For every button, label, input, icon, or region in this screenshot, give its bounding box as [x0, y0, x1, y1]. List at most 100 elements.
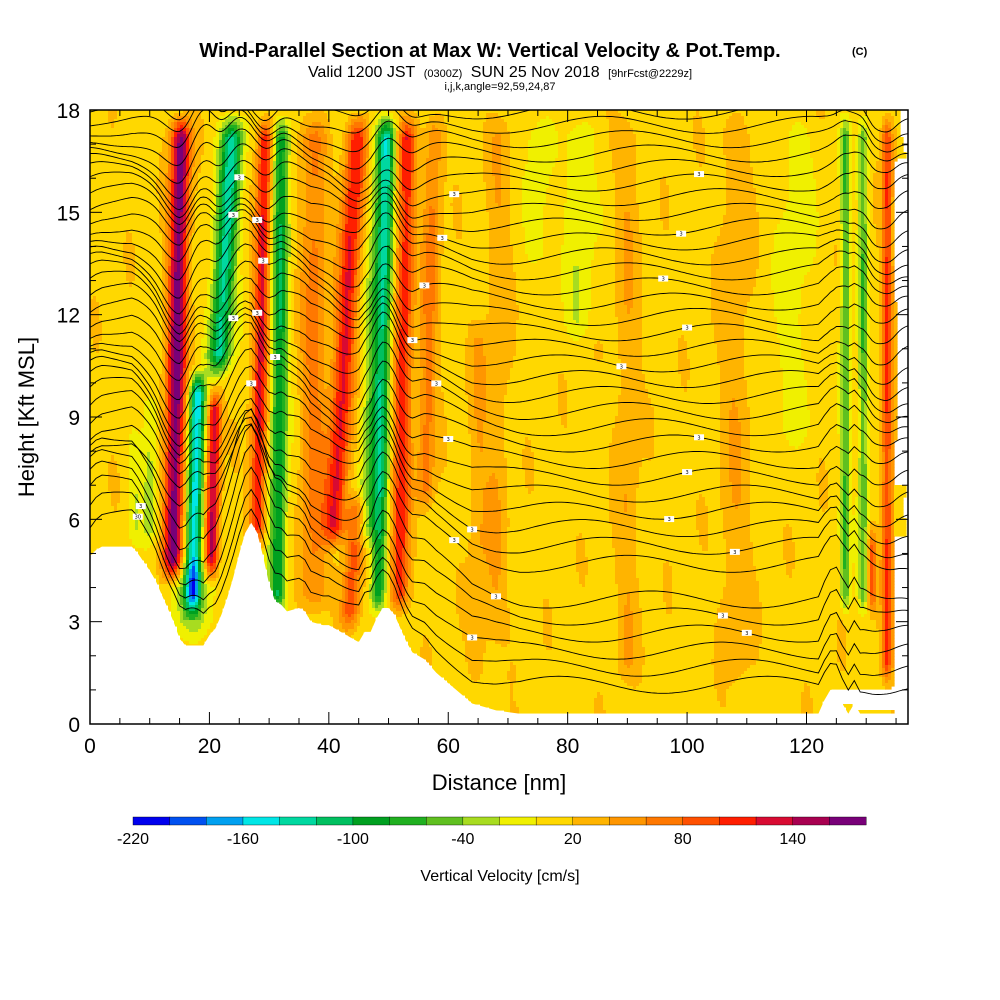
- isentrope-label: 3: [453, 192, 456, 198]
- isentrope-label: 3: [441, 236, 444, 242]
- isentrope-label: 3: [471, 635, 474, 641]
- colorbar-swatch: [389, 816, 427, 826]
- isentrope-label-bg: [228, 211, 239, 218]
- x-tick-label: 20: [198, 735, 221, 758]
- isentrope-label-bg: [258, 257, 269, 264]
- isentrope-label-bg: [431, 380, 442, 387]
- isentrope-line: [90, 228, 908, 311]
- potential-temperature-contours: 30 3 3 3 3 3 3 3 3 3 3 3 3 3 3 3 3 3 3 3 3 3 3 3 3 3 3 3 3 3 3: [90, 110, 908, 695]
- isentrope-line: [90, 217, 908, 296]
- isentrope-label: 3: [232, 213, 235, 219]
- isentrope-label: 3: [680, 232, 683, 238]
- isentrope-line: [90, 110, 908, 153]
- isentrope-line: [90, 364, 908, 486]
- colorbar-swatch: [719, 816, 757, 826]
- isentrope-label-bg: [449, 537, 460, 544]
- isentrope-line: [90, 423, 908, 573]
- isentrope-label-bg: [407, 337, 418, 344]
- isentrope-label: 3: [620, 364, 623, 370]
- y-tick-label: 15: [57, 202, 80, 225]
- terrain-mask: [90, 522, 908, 724]
- colorbar-swatch: [792, 816, 830, 826]
- isentrope-line: [90, 203, 908, 276]
- isentrope-label-bg: [676, 230, 687, 237]
- isentrope-label: 3: [697, 172, 700, 178]
- isentrope-line: [90, 259, 908, 345]
- colorbar-swatch: [206, 816, 244, 826]
- isentrope-label: 3: [685, 470, 688, 476]
- isentrope-label-bg: [252, 216, 263, 223]
- colorbar-swatch: [829, 816, 867, 826]
- subtitle-utc: (0300Z): [424, 68, 463, 80]
- isentrope-label: 3: [423, 283, 426, 289]
- isentrope-line: [90, 196, 908, 264]
- isentrope-label-bg: [682, 324, 693, 331]
- isentrope-label-bg: [491, 593, 502, 600]
- y-tick-label: 0: [68, 714, 80, 737]
- isentrope-label: 3: [232, 316, 235, 322]
- isentrope-label: 3: [471, 527, 474, 533]
- isentrope-label: 3: [447, 437, 450, 443]
- isentrope-label-bg: [270, 353, 281, 360]
- colorbar-tick-label: 80: [674, 831, 692, 848]
- subtitle-forecast: [9hrFcst@2229z]: [608, 68, 692, 80]
- colorbar-swatch: [316, 816, 354, 826]
- isentrope-line: [90, 171, 908, 230]
- isentrope-label-bg: [664, 516, 675, 523]
- isentrope-line: [90, 297, 908, 401]
- chart-subtitle-indices: i,j,k,angle=92,59,24,87: [444, 81, 555, 93]
- isentrope-line: [90, 282, 908, 385]
- subtitle-valid: Valid 1200 JST: [308, 64, 416, 81]
- isentrope-line: [90, 390, 908, 528]
- isentrope-label: 3: [745, 631, 748, 637]
- isentrope-label-bg: [467, 634, 478, 641]
- colorbar-label: Vertical Velocity [cm/s]: [420, 868, 579, 885]
- isentrope-line: [90, 110, 908, 133]
- subtitle-date: SUN 25 Nov 2018: [471, 64, 600, 81]
- isentrope-line: [90, 423, 908, 626]
- isentrope-label: 3: [733, 550, 736, 556]
- isentrope-label-bg: [437, 234, 448, 241]
- isentrope-label: 30: [135, 515, 141, 521]
- colorbar-tick-label: -100: [337, 831, 369, 848]
- isentrope-label: 3: [256, 218, 259, 224]
- isentrope-label: 3: [453, 538, 456, 544]
- isentrope-label-bg: [682, 469, 693, 476]
- isentrope-line: [90, 160, 908, 211]
- colorbar-swatch: [682, 816, 720, 826]
- colorbar-tick-label: 140: [779, 831, 806, 848]
- isentrope-label: 3: [662, 277, 665, 283]
- colorbar-tick-label: -40: [451, 831, 474, 848]
- isentrope-label-bg: [694, 434, 705, 441]
- isentrope-label-bg: [443, 436, 454, 443]
- x-tick-label: 120: [789, 735, 824, 758]
- isentrope-label: 3: [139, 504, 142, 510]
- colorbar-tick-label: -220: [117, 831, 149, 848]
- isentrope-label: 3: [411, 338, 414, 344]
- isentrope-line: [90, 128, 908, 184]
- isentrope-label-bg: [658, 275, 669, 282]
- isentrope-label-bg: [616, 363, 627, 370]
- isentrope-line: [90, 443, 908, 643]
- isentrope-line: [90, 143, 908, 199]
- colorbar-swatch: [132, 816, 171, 826]
- isentrope-label-bg: [132, 513, 143, 520]
- isentrope-line: [90, 116, 908, 170]
- y-tick-label: 6: [68, 509, 80, 532]
- isentrope-label-bg: [741, 629, 752, 636]
- isentrope-label-bg: [228, 315, 239, 322]
- y-axis-label: Height [Kft MSL]: [14, 337, 39, 497]
- copyright-mark: (C): [852, 46, 868, 58]
- isentrope-line: [90, 406, 908, 545]
- isentrope-label: 3: [721, 614, 724, 620]
- isentrope-label-bg: [729, 548, 740, 555]
- colorbar-swatch: [279, 816, 317, 826]
- isentrope-line: [90, 347, 908, 469]
- isentrope-line: [90, 321, 908, 437]
- isentrope-label: 3: [274, 355, 277, 361]
- isentrope-label: 3: [685, 326, 688, 332]
- isentrope-line: [90, 313, 908, 424]
- isentrope-line: [90, 508, 908, 695]
- colorbar-swatch: [499, 816, 537, 826]
